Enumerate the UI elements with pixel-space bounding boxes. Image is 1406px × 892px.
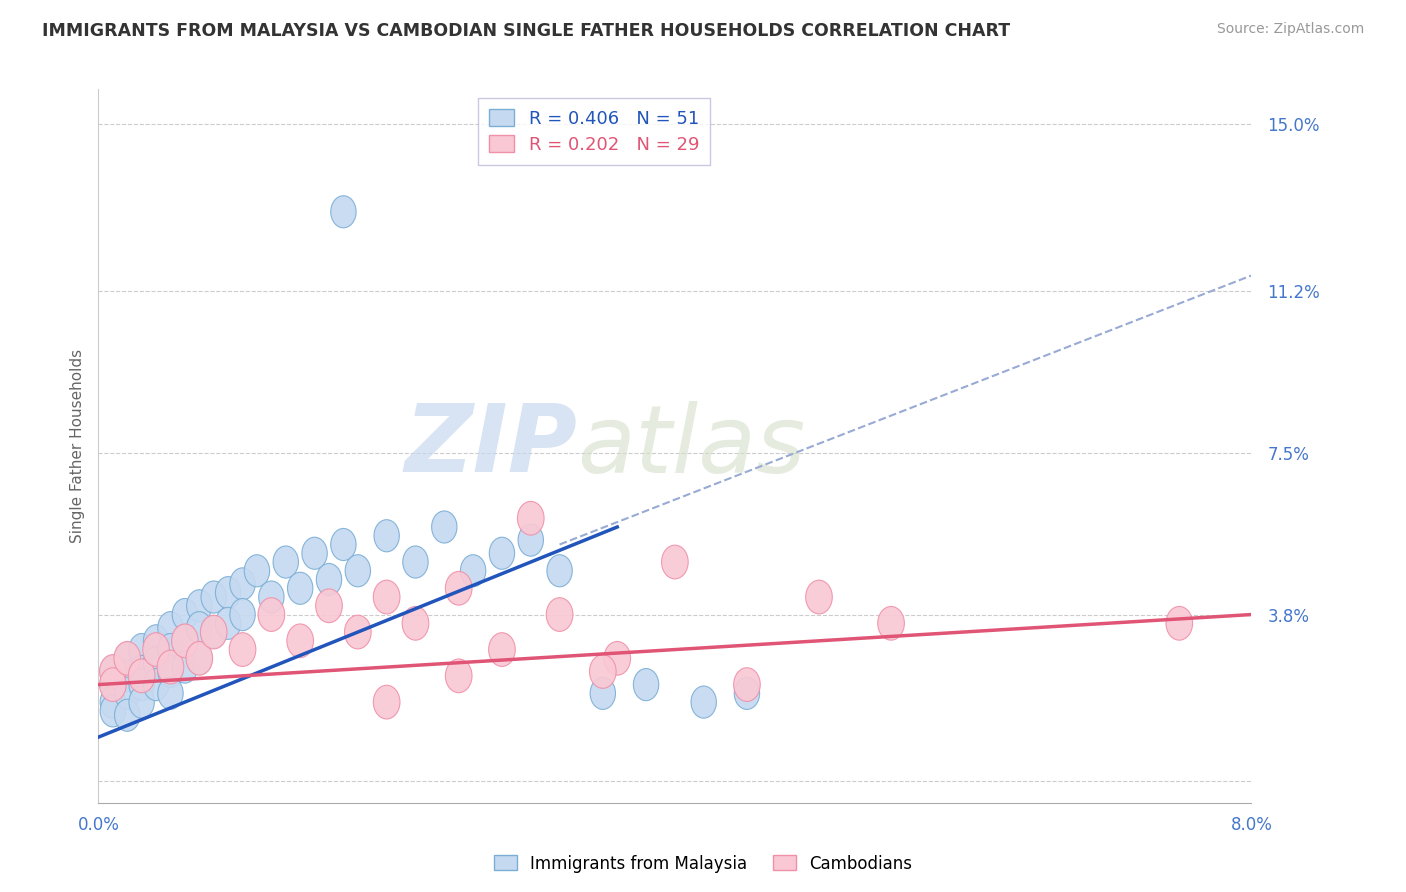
Ellipse shape bbox=[1166, 607, 1192, 640]
Ellipse shape bbox=[374, 580, 399, 614]
Ellipse shape bbox=[517, 501, 544, 535]
Ellipse shape bbox=[316, 589, 342, 623]
Text: ZIP: ZIP bbox=[404, 400, 576, 492]
Ellipse shape bbox=[143, 624, 169, 657]
Ellipse shape bbox=[157, 633, 183, 665]
Ellipse shape bbox=[374, 685, 399, 719]
Ellipse shape bbox=[877, 607, 904, 640]
Ellipse shape bbox=[157, 650, 184, 684]
Legend: Immigrants from Malaysia, Cambodians: Immigrants from Malaysia, Cambodians bbox=[486, 848, 920, 880]
Ellipse shape bbox=[402, 546, 429, 578]
Ellipse shape bbox=[215, 576, 240, 608]
Ellipse shape bbox=[446, 659, 472, 693]
Text: atlas: atlas bbox=[576, 401, 806, 491]
Ellipse shape bbox=[633, 668, 659, 700]
Ellipse shape bbox=[316, 564, 342, 596]
Ellipse shape bbox=[100, 686, 125, 718]
Ellipse shape bbox=[100, 655, 127, 689]
Ellipse shape bbox=[114, 677, 141, 709]
Ellipse shape bbox=[157, 677, 183, 709]
Ellipse shape bbox=[605, 641, 630, 675]
Ellipse shape bbox=[172, 599, 198, 631]
Ellipse shape bbox=[330, 528, 356, 560]
Ellipse shape bbox=[734, 677, 759, 709]
Ellipse shape bbox=[187, 612, 212, 644]
Ellipse shape bbox=[129, 633, 155, 665]
Ellipse shape bbox=[187, 590, 212, 622]
Ellipse shape bbox=[547, 598, 572, 632]
Ellipse shape bbox=[143, 668, 169, 700]
Ellipse shape bbox=[547, 555, 572, 587]
Ellipse shape bbox=[100, 668, 127, 701]
Ellipse shape bbox=[344, 615, 371, 648]
Ellipse shape bbox=[344, 555, 371, 587]
Ellipse shape bbox=[662, 545, 688, 579]
Ellipse shape bbox=[259, 598, 284, 632]
Ellipse shape bbox=[446, 572, 472, 605]
Ellipse shape bbox=[734, 668, 761, 701]
Ellipse shape bbox=[143, 632, 169, 666]
Text: Source: ZipAtlas.com: Source: ZipAtlas.com bbox=[1216, 22, 1364, 37]
Ellipse shape bbox=[489, 537, 515, 569]
Ellipse shape bbox=[129, 686, 155, 718]
Ellipse shape bbox=[186, 641, 212, 675]
Ellipse shape bbox=[273, 546, 298, 578]
Ellipse shape bbox=[114, 642, 141, 674]
Ellipse shape bbox=[201, 615, 226, 648]
Ellipse shape bbox=[374, 520, 399, 552]
Legend: R = 0.406   N = 51, R = 0.202   N = 29: R = 0.406 N = 51, R = 0.202 N = 29 bbox=[478, 98, 710, 165]
Ellipse shape bbox=[229, 632, 256, 666]
Ellipse shape bbox=[128, 659, 155, 693]
Ellipse shape bbox=[172, 624, 198, 657]
Ellipse shape bbox=[143, 647, 169, 679]
Ellipse shape bbox=[287, 624, 314, 657]
Ellipse shape bbox=[187, 642, 212, 674]
Ellipse shape bbox=[129, 668, 155, 700]
Ellipse shape bbox=[489, 632, 515, 666]
Ellipse shape bbox=[100, 668, 125, 700]
Ellipse shape bbox=[129, 656, 155, 688]
Ellipse shape bbox=[589, 655, 616, 689]
Ellipse shape bbox=[172, 624, 198, 657]
Ellipse shape bbox=[402, 607, 429, 640]
Ellipse shape bbox=[330, 195, 356, 227]
Y-axis label: Single Father Households: Single Father Households bbox=[69, 349, 84, 543]
Ellipse shape bbox=[591, 677, 616, 709]
Ellipse shape bbox=[690, 686, 717, 718]
Ellipse shape bbox=[114, 699, 141, 731]
Ellipse shape bbox=[259, 581, 284, 613]
Ellipse shape bbox=[157, 656, 183, 688]
Ellipse shape bbox=[302, 537, 328, 569]
Ellipse shape bbox=[114, 660, 141, 692]
Ellipse shape bbox=[215, 607, 240, 640]
Ellipse shape bbox=[229, 568, 256, 600]
Ellipse shape bbox=[245, 555, 270, 587]
Ellipse shape bbox=[157, 612, 183, 644]
Ellipse shape bbox=[201, 616, 226, 648]
Ellipse shape bbox=[114, 641, 141, 675]
Ellipse shape bbox=[287, 573, 314, 605]
Text: IMMIGRANTS FROM MALAYSIA VS CAMBODIAN SINGLE FATHER HOUSEHOLDS CORRELATION CHART: IMMIGRANTS FROM MALAYSIA VS CAMBODIAN SI… bbox=[42, 22, 1011, 40]
Ellipse shape bbox=[432, 511, 457, 543]
Ellipse shape bbox=[100, 695, 125, 727]
Ellipse shape bbox=[172, 651, 198, 683]
Ellipse shape bbox=[229, 599, 256, 631]
Ellipse shape bbox=[517, 524, 544, 557]
Ellipse shape bbox=[460, 555, 486, 587]
Ellipse shape bbox=[201, 581, 226, 613]
Ellipse shape bbox=[100, 656, 125, 688]
Ellipse shape bbox=[806, 580, 832, 614]
